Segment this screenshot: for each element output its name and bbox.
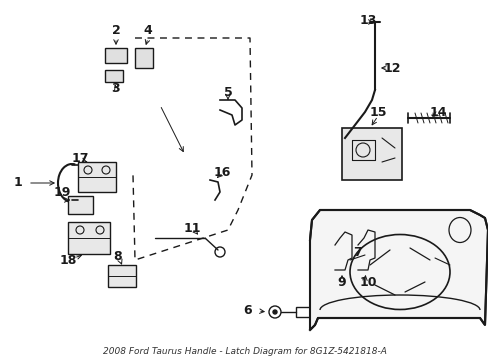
Text: 7: 7	[353, 246, 362, 258]
Bar	[135, 48, 153, 68]
Text: 2: 2	[111, 23, 120, 36]
Bar	[108, 265, 136, 287]
Bar	[105, 70, 123, 82]
Text: 12: 12	[383, 62, 400, 75]
Text: 4: 4	[143, 23, 152, 36]
Text: 1: 1	[14, 176, 22, 189]
Bar	[68, 196, 93, 214]
Text: 19: 19	[53, 186, 71, 199]
Bar	[78, 162, 116, 192]
Text: 17: 17	[71, 152, 88, 165]
Text: 9: 9	[337, 275, 346, 288]
Text: 16: 16	[213, 166, 230, 180]
Text: 18: 18	[59, 253, 77, 266]
Bar	[295, 307, 309, 317]
Text: 13: 13	[359, 13, 376, 27]
Text: 2008 Ford Taurus Handle - Latch Diagram for 8G1Z-5421818-A: 2008 Ford Taurus Handle - Latch Diagram …	[102, 347, 386, 356]
Text: 14: 14	[428, 105, 446, 118]
Text: 11: 11	[183, 221, 201, 234]
Bar	[341, 128, 401, 180]
Circle shape	[272, 310, 276, 314]
Bar	[105, 48, 127, 63]
Text: 6: 6	[243, 303, 252, 316]
Text: 5: 5	[223, 85, 232, 99]
Bar	[319, 215, 419, 295]
Text: 3: 3	[111, 81, 120, 94]
Text: 8: 8	[113, 251, 122, 264]
Bar	[68, 222, 110, 254]
Text: 15: 15	[368, 105, 386, 118]
Polygon shape	[309, 210, 487, 330]
Text: 10: 10	[359, 275, 376, 288]
